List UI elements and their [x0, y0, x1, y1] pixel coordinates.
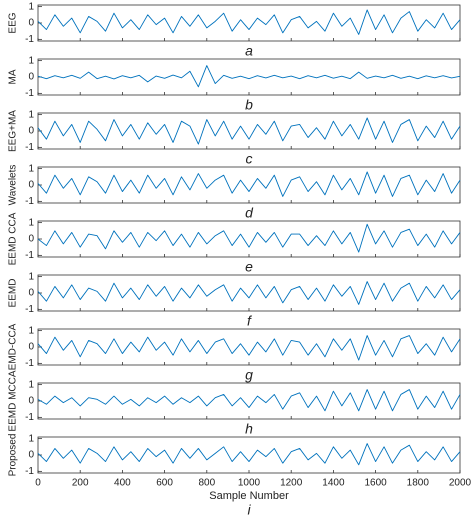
axes-frame [37, 436, 461, 474]
y-tick-label: 0 [28, 18, 34, 29]
signal-line [37, 389, 461, 412]
y-tick-label: 1 [28, 1, 34, 12]
signal-line [37, 9, 461, 35]
y-tick-label: 1 [28, 379, 34, 390]
y-tick-label: 0 [28, 288, 34, 299]
x-tick-label: 1200 [280, 478, 303, 489]
y-axis-label: Proposed [8, 434, 19, 477]
signal-line [37, 117, 461, 145]
y-tick-label: 0 [28, 72, 34, 83]
signal-line [37, 223, 461, 253]
x-tick-label: 2000 [449, 478, 472, 489]
x-tick-label: 800 [198, 478, 215, 489]
y-tick-label: -1 [25, 34, 34, 45]
axes-frame [37, 166, 461, 204]
y-tick-label: 0 [28, 396, 34, 407]
y-tick-label: -1 [25, 466, 34, 477]
x-tick-label: 1000 [238, 478, 261, 489]
y-tick-label: -1 [25, 412, 34, 423]
y-tick-label: 1 [28, 163, 34, 174]
panel-label: f [247, 313, 253, 329]
x-tick-label: 0 [35, 478, 41, 489]
panel-label: c [246, 151, 253, 167]
y-axis-label: MA [8, 69, 19, 84]
panel-label: b [245, 97, 253, 113]
axes-frame [37, 112, 461, 150]
x-axis-label: Sample Number [209, 490, 289, 502]
panel-label: e [245, 259, 253, 275]
y-tick-label: 0 [28, 342, 34, 353]
y-axis-label: EEG+MA [8, 110, 19, 152]
x-tick-label: 400 [114, 478, 131, 489]
y-tick-label: 1 [28, 271, 34, 282]
y-tick-label: 0 [28, 450, 34, 461]
x-tick-label: 1800 [407, 478, 430, 489]
y-tick-label: 0 [28, 126, 34, 137]
axes-frame [37, 4, 461, 42]
y-axis-label: EMD-CCA [8, 323, 19, 370]
signal-line [37, 335, 461, 361]
panel-label: i [247, 502, 251, 518]
x-tick-label: 1400 [322, 478, 345, 489]
y-tick-label: -1 [25, 88, 34, 99]
y-tick-label: -1 [25, 304, 34, 315]
x-tick-label: 600 [156, 478, 173, 489]
panel-label: g [245, 367, 253, 383]
signal-line [37, 443, 461, 466]
y-tick-label: 0 [28, 180, 34, 191]
y-axis-label: EEMD CCA [8, 212, 19, 265]
y-tick-label: 1 [28, 217, 34, 228]
y-axis-label: EEMD MCCA [8, 370, 19, 431]
y-tick-label: 0 [28, 234, 34, 245]
panel-label: h [245, 421, 253, 437]
y-tick-label: -1 [25, 250, 34, 261]
axes-frame [37, 274, 461, 312]
y-tick-label: 1 [28, 55, 34, 66]
axes-frame [37, 382, 461, 420]
signal-line [37, 171, 461, 197]
x-tick-label: 1600 [364, 478, 387, 489]
y-axis-label: EEMD [8, 279, 19, 308]
signal-line [37, 281, 461, 305]
panel-label: a [245, 43, 253, 59]
y-tick-label: 1 [28, 325, 34, 336]
y-tick-label: -1 [25, 358, 34, 369]
y-tick-label: 1 [28, 109, 34, 120]
y-axis-label: Wavelets [8, 165, 19, 206]
x-tick-label: 200 [72, 478, 89, 489]
signal-line [37, 65, 461, 88]
y-tick-label: 1 [28, 433, 34, 444]
y-tick-label: -1 [25, 142, 34, 153]
y-tick-label: -1 [25, 196, 34, 207]
y-axis-label: EEG [8, 12, 19, 33]
panel-label: d [245, 205, 254, 221]
